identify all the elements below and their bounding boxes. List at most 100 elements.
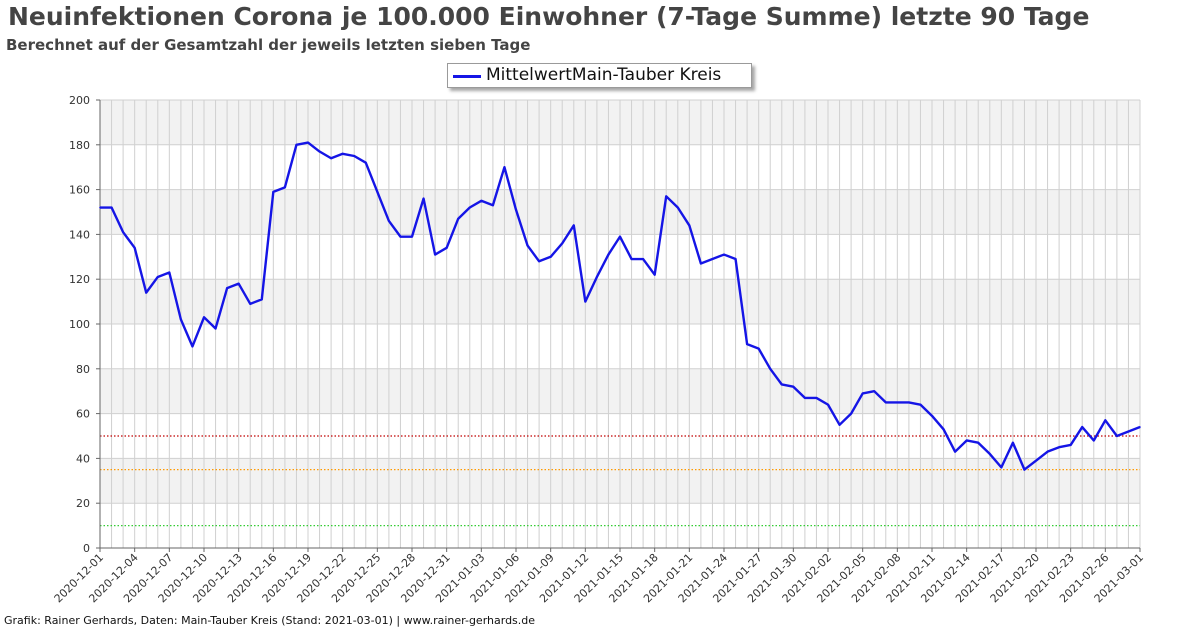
y-tick-label: 0	[83, 542, 90, 555]
data-point	[688, 224, 691, 227]
data-point	[653, 273, 656, 276]
data-point	[341, 152, 344, 155]
data-point	[1081, 426, 1084, 428]
data-point	[977, 441, 980, 444]
data-point	[884, 401, 887, 404]
data-point	[596, 276, 598, 278]
data-point	[711, 258, 714, 260]
data-point	[954, 450, 956, 453]
series-layer	[99, 141, 1141, 471]
data-point	[422, 197, 425, 200]
data-point	[1046, 450, 1049, 453]
data-point	[526, 244, 529, 247]
data-point	[584, 300, 587, 303]
data-point	[700, 262, 702, 265]
data-point	[780, 383, 783, 386]
data-point	[561, 242, 564, 245]
data-point	[503, 166, 506, 168]
data-point	[607, 253, 610, 256]
data-point	[318, 150, 321, 153]
data-point	[110, 206, 113, 209]
data-point	[746, 343, 748, 345]
data-point	[919, 403, 922, 406]
legend-label: MittelwertMain-Tauber Kreis	[486, 65, 722, 85]
data-point	[538, 260, 540, 263]
data-point	[734, 258, 737, 260]
data-point	[457, 217, 460, 220]
chart-subtitle: Berechnet auf der Gesamtzahl der jeweils…	[6, 36, 531, 54]
data-point	[191, 345, 194, 348]
data-point	[515, 208, 517, 211]
data-point	[723, 253, 725, 256]
data-point	[156, 276, 159, 278]
data-point	[122, 231, 124, 233]
data-point	[1104, 419, 1107, 422]
data-point	[1127, 430, 1130, 433]
y-tick-label: 40	[76, 452, 90, 465]
data-point	[284, 186, 286, 189]
data-point	[1139, 426, 1141, 428]
data-point	[226, 287, 228, 289]
y-tick-label: 160	[69, 184, 90, 197]
data-point	[133, 247, 136, 249]
data-point	[376, 191, 379, 193]
data-point	[769, 368, 772, 370]
data-point	[307, 141, 309, 144]
data-point	[295, 144, 298, 146]
data-point	[1058, 446, 1060, 449]
data-point	[214, 327, 217, 330]
data-point	[676, 206, 679, 209]
data-point	[480, 200, 483, 202]
data-point	[642, 258, 644, 260]
data-point	[1023, 468, 1026, 471]
data-point	[931, 415, 933, 417]
y-tick-label: 20	[76, 497, 90, 510]
data-point	[988, 453, 991, 455]
data-point	[942, 428, 945, 431]
y-tick-label: 80	[76, 363, 90, 376]
data-point	[549, 255, 552, 258]
data-point	[873, 390, 876, 393]
data-point	[272, 191, 275, 193]
data-point	[434, 253, 436, 256]
data-point	[168, 271, 171, 274]
x-tick-labels: 2020-12-012020-12-042020-12-072020-12-10…	[52, 548, 1146, 605]
data-point	[203, 316, 205, 319]
data-point	[1092, 439, 1095, 442]
y-tick-labels: 0 20 40 60 80 100 120 140 160 180 200	[69, 94, 100, 555]
data-point	[665, 195, 668, 198]
data-point	[492, 204, 494, 207]
y-tick-label: 140	[69, 228, 90, 241]
data-point	[908, 401, 910, 404]
data-point	[792, 385, 795, 388]
data-point	[1116, 435, 1118, 437]
data-point	[249, 303, 252, 305]
chart-title: Neuinfektionen Corona je 100.000 Einwohn…	[8, 2, 1090, 31]
y-tick-label: 200	[69, 94, 90, 107]
data-point	[804, 397, 806, 399]
legend-swatch	[453, 75, 481, 78]
data-point	[468, 206, 471, 209]
data-point	[145, 291, 148, 294]
data-point	[364, 161, 367, 164]
y-tick-label: 100	[69, 318, 90, 331]
data-point	[388, 220, 390, 222]
data-point	[399, 235, 402, 238]
data-point	[411, 235, 413, 238]
data-point	[99, 206, 101, 209]
y-tick-label: 180	[69, 139, 90, 152]
data-point	[630, 258, 633, 260]
data-point	[1035, 459, 1037, 462]
data-point	[965, 439, 968, 442]
data-point	[260, 298, 263, 301]
data-point	[619, 235, 621, 238]
data-point	[180, 318, 182, 321]
y-tick-label: 60	[76, 408, 90, 421]
data-point	[827, 403, 829, 406]
data-point	[838, 424, 841, 426]
data-point	[861, 392, 864, 395]
data-point	[1069, 444, 1072, 446]
data-point	[445, 247, 448, 249]
data-point	[1012, 441, 1014, 444]
